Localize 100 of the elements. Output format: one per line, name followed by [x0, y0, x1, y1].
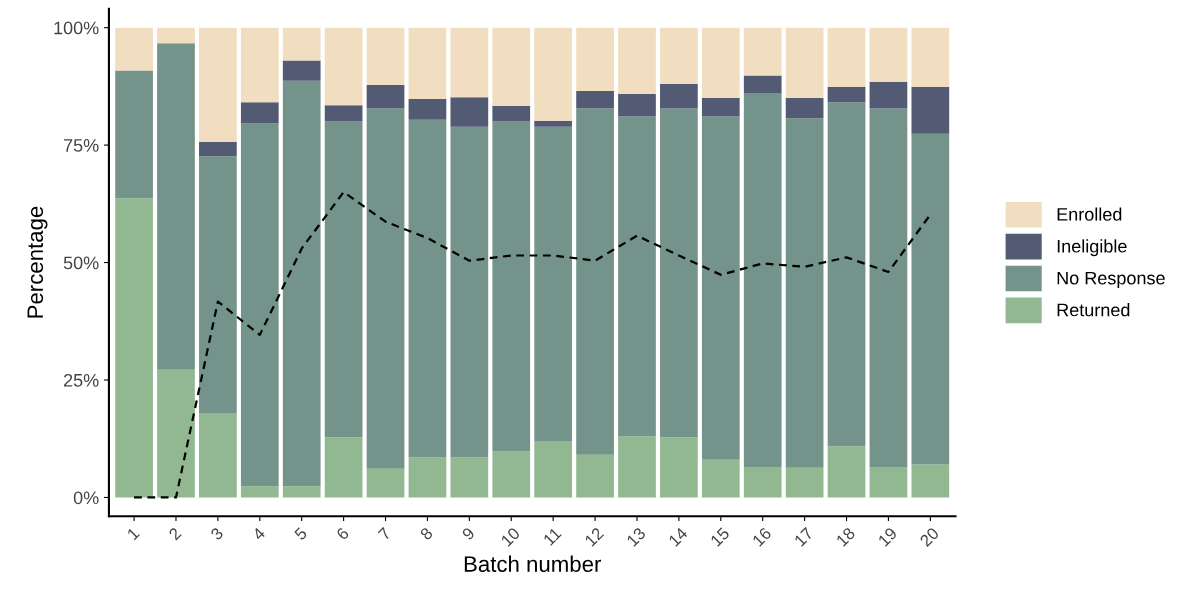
bar: [199, 27, 237, 142]
bar: [450, 27, 489, 98]
bar: [240, 102, 279, 124]
bar: [492, 27, 531, 107]
x-tick-label: 18: [835, 526, 856, 547]
x-tick-label: 14: [668, 526, 689, 547]
legend-label: No Response: [1057, 271, 1165, 289]
bar: [660, 108, 698, 438]
x-tick-label: 7: [377, 527, 392, 541]
x-tick-label: 5: [293, 526, 308, 541]
bar: [240, 27, 279, 103]
bar: [450, 126, 489, 458]
x-tick-label: 17: [793, 527, 814, 547]
line-series: [132, 190, 932, 499]
bar: [534, 27, 573, 121]
bar: [534, 126, 573, 442]
bar: [869, 27, 908, 82]
bar: [869, 466, 908, 498]
x-tick-label: 2: [168, 526, 182, 541]
bar: [618, 27, 656, 94]
bar: [157, 27, 195, 44]
bar: [701, 27, 740, 99]
bar: [199, 412, 237, 498]
legend-label: Returned: [1057, 303, 1130, 317]
bar: [701, 98, 740, 117]
bar: [576, 454, 614, 498]
bar: [827, 86, 866, 103]
bar: [911, 464, 950, 498]
bar: [660, 27, 698, 85]
y-tick-label: 100%: [54, 21, 99, 35]
x-axis-title: Batch number: [464, 555, 602, 572]
bar: [282, 60, 321, 81]
bar: [366, 468, 405, 498]
bar: [827, 446, 866, 498]
x-tick-label: 4: [251, 526, 266, 541]
x-tick-label: 15: [710, 526, 731, 547]
bar: [199, 141, 237, 157]
bar: [618, 93, 656, 117]
bar: [534, 120, 573, 127]
bar: [827, 27, 866, 87]
bar: [743, 27, 782, 76]
bar: [911, 27, 950, 87]
bar: [743, 75, 782, 93]
bar: [324, 105, 363, 122]
x-tick-label: 11: [542, 526, 562, 546]
bar: [282, 80, 321, 487]
bar: [408, 119, 447, 458]
bar: [199, 156, 237, 413]
bar: [576, 27, 614, 92]
bar: [450, 97, 489, 127]
bar: [324, 121, 363, 438]
x-tick-label: 12: [584, 526, 605, 547]
bar: [450, 457, 489, 498]
bar: [408, 457, 447, 498]
y-tick-label: 0%: [73, 491, 99, 505]
bar: [408, 27, 447, 100]
x-tick-label: 16: [751, 526, 772, 547]
x-tick-label: 10: [500, 526, 521, 547]
x-tick-label: 1: [126, 526, 140, 541]
bar: [576, 91, 614, 109]
x-tick-label: 6: [335, 526, 350, 541]
bar: [869, 81, 908, 109]
bar: [618, 116, 656, 437]
legend-label: Enrolled: [1057, 207, 1122, 221]
bar: [240, 486, 279, 498]
bar: [743, 92, 782, 467]
bar: [324, 437, 363, 498]
bar: [324, 27, 363, 106]
bar: [492, 451, 531, 498]
bar: [408, 99, 447, 120]
bar: [157, 369, 195, 498]
bar: [115, 198, 153, 498]
y-axis-title: Percentage: [27, 206, 48, 318]
y-tick-label: 75%: [63, 139, 99, 152]
bar: [785, 98, 824, 119]
bar: [618, 436, 656, 498]
bar: [785, 27, 824, 99]
x-tick-label: 19: [877, 526, 898, 547]
bar: [534, 441, 573, 498]
y-tick-label: 50%: [63, 256, 99, 270]
bar: [492, 106, 531, 122]
bar: [869, 108, 908, 467]
bar: [785, 467, 824, 498]
bar: [911, 133, 950, 465]
bar: [911, 86, 950, 134]
bar: [701, 116, 740, 460]
bar: [240, 123, 279, 487]
bar: [785, 118, 824, 468]
legend-label: Ineligible: [1057, 239, 1127, 257]
x-tick-label: 20: [919, 526, 940, 548]
bar: [743, 466, 782, 498]
bar: [282, 486, 321, 498]
bar: [115, 27, 153, 71]
bar: [827, 102, 866, 447]
y-tick-label: 25%: [63, 373, 99, 387]
x-tick-label: 8: [419, 526, 434, 541]
bar: [660, 84, 698, 109]
x-tick-label: 3: [209, 526, 224, 541]
bar: [701, 459, 740, 498]
bar: [576, 108, 614, 455]
